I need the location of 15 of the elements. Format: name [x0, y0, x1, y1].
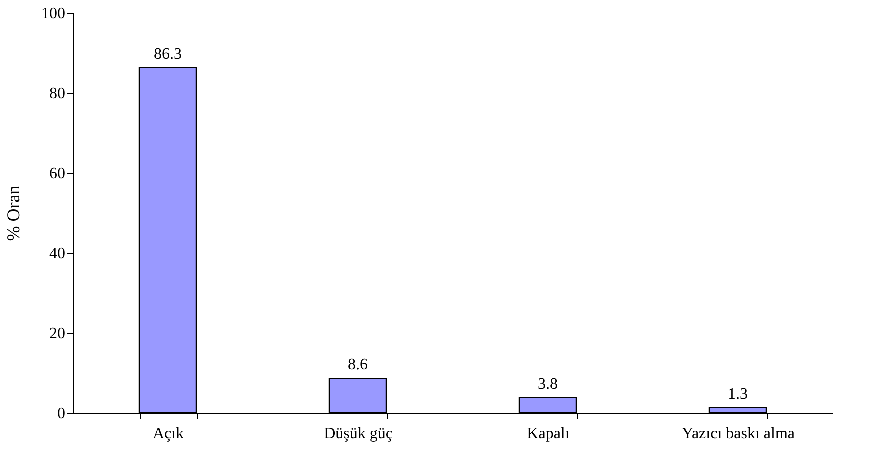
x-tick-label: Yazıcı baskı alma — [682, 426, 796, 442]
y-tick-label: 100 — [42, 6, 66, 22]
y-tick-label: 0 — [58, 406, 66, 422]
x-tick-label: Düşük güç — [324, 426, 393, 442]
data-label: 86.3 — [154, 46, 182, 63]
y-tick-label: 60 — [50, 166, 66, 182]
x-tick-label: Açık — [152, 426, 184, 442]
data-label: 3.8 — [538, 376, 558, 393]
y-tick-label: 20 — [50, 326, 66, 342]
y-tick-label: 80 — [50, 86, 66, 102]
y-tick-label: 40 — [50, 246, 66, 262]
y-axis-title: % Oran — [4, 186, 24, 242]
x-tick-label: Kapalı — [527, 426, 570, 442]
data-label: 1.3 — [728, 386, 748, 403]
data-label: 8.6 — [348, 356, 368, 374]
